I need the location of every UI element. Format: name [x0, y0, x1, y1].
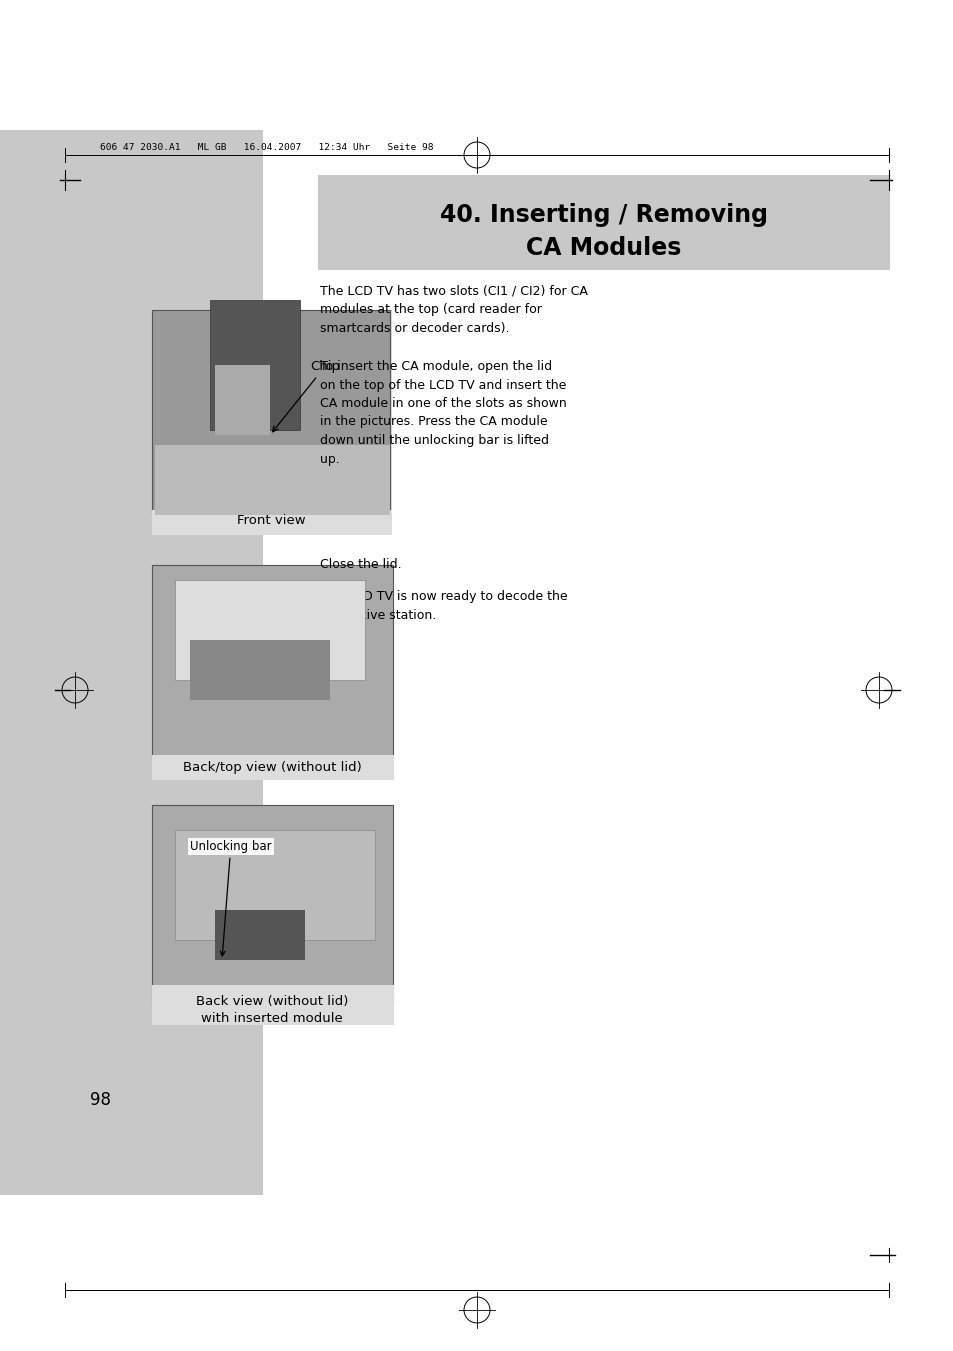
Bar — [154, 444, 390, 515]
Text: 98: 98 — [90, 1092, 111, 1109]
Text: The LCD TV has two slots (CI1 / CI2) for CA
modules at the top (card reader for
: The LCD TV has two slots (CI1 / CI2) for… — [319, 285, 587, 335]
Bar — [174, 580, 365, 680]
Bar — [152, 805, 394, 1025]
Text: Back view (without lid)
with inserted module: Back view (without lid) with inserted mo… — [195, 994, 348, 1025]
Bar — [0, 130, 263, 1196]
Bar — [214, 911, 305, 961]
Text: The LCD TV is now ready to decode the
respective station.: The LCD TV is now ready to decode the re… — [319, 590, 567, 621]
Text: To insert the CA module, open the lid
on the top of the LCD TV and insert the
CA: To insert the CA module, open the lid on… — [319, 359, 566, 466]
Text: 40. Inserting / Removing: 40. Inserting / Removing — [439, 203, 767, 227]
Bar — [190, 640, 330, 700]
Bar — [152, 985, 394, 1025]
Bar — [152, 565, 394, 780]
Bar — [174, 830, 375, 940]
Bar — [152, 805, 393, 1005]
Text: 606 47 2030.A1   ML GB   16.04.2007   12:34 Uhr   Seite 98: 606 47 2030.A1 ML GB 16.04.2007 12:34 Uh… — [100, 143, 433, 153]
Text: Back/top view (without lid): Back/top view (without lid) — [182, 762, 361, 774]
Text: Front view: Front view — [236, 513, 305, 527]
Text: Chip: Chip — [273, 359, 339, 432]
Text: CA Modules: CA Modules — [526, 236, 681, 259]
Bar — [152, 309, 390, 515]
Bar — [152, 755, 394, 780]
Bar — [152, 565, 393, 761]
Text: Close the lid.: Close the lid. — [319, 558, 401, 571]
Bar — [152, 309, 392, 535]
Bar — [317, 176, 889, 270]
Text: Unlocking bar: Unlocking bar — [190, 840, 272, 957]
Bar — [214, 365, 270, 435]
Bar — [210, 300, 299, 430]
Bar — [152, 509, 392, 535]
